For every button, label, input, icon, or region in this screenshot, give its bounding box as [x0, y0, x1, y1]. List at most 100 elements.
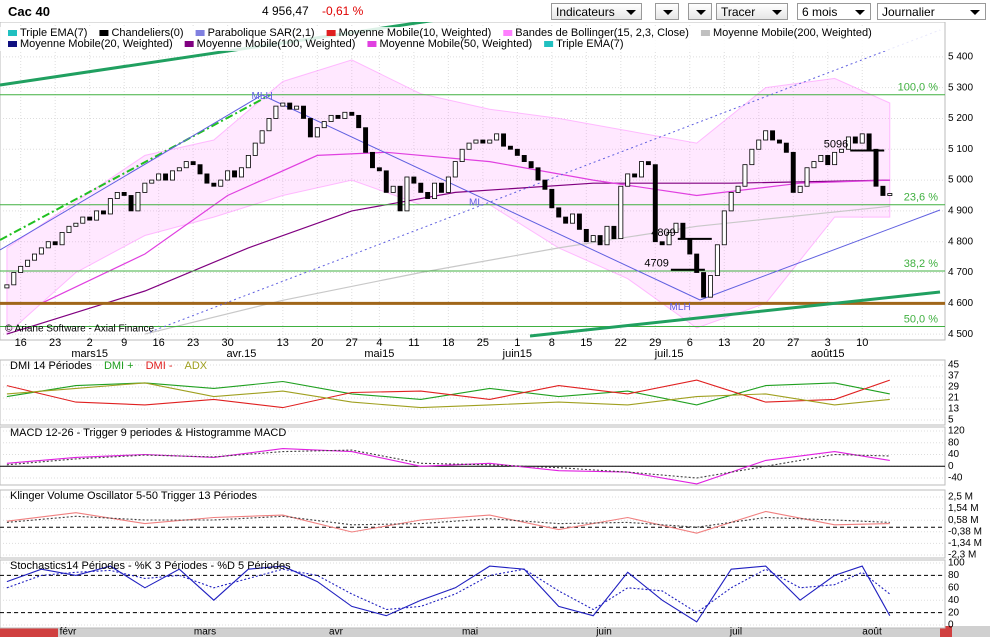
candle — [390, 185, 396, 193]
candle — [728, 192, 734, 212]
legend-swatch — [8, 41, 17, 47]
panel — [0, 489, 946, 559]
fibonacci-label: 50,0 % — [904, 313, 938, 325]
interval-select[interactable]: Journalier — [877, 3, 986, 20]
candle — [652, 164, 658, 243]
series-line — [6, 568, 891, 614]
candle — [45, 241, 51, 249]
candle — [404, 176, 410, 212]
candle — [542, 179, 548, 190]
candle — [776, 139, 782, 144]
candle — [749, 148, 755, 166]
line-tool[interactable] — [655, 3, 679, 20]
candle — [556, 207, 562, 218]
candle — [149, 179, 155, 184]
credit: © Ariane Software - Axial Finance — [5, 324, 155, 335]
x-tick-label: 10 — [856, 337, 868, 349]
candle — [100, 210, 106, 215]
navigator-handle[interactable] — [940, 626, 952, 637]
y-tick-label: 4 600 — [948, 298, 973, 309]
candle — [107, 198, 113, 215]
candle — [680, 222, 686, 240]
x-month-label: juin15 — [502, 348, 532, 360]
panel-title: MACD 12-26 - Trigger 9 periodes & Histog… — [10, 427, 286, 439]
y-tick-label: 5 000 — [948, 175, 973, 186]
candle — [694, 253, 700, 273]
candle — [832, 151, 838, 166]
legend-swatch — [184, 41, 194, 47]
y-tick-label: 80 — [948, 570, 960, 581]
candle — [307, 118, 313, 138]
candle — [156, 173, 162, 181]
x-tick-label: 16 — [15, 337, 27, 349]
candle — [804, 167, 810, 187]
series-line — [6, 565, 891, 623]
candle — [32, 253, 37, 261]
candle — [363, 127, 369, 153]
legend-swatch — [544, 41, 554, 47]
y-tick-label: 21 — [948, 393, 960, 404]
y-tick-label: 20 — [948, 607, 960, 618]
candle — [4, 284, 10, 289]
candle — [314, 127, 320, 138]
y-tick-label: 4 800 — [948, 236, 973, 247]
period-select[interactable]: 6 mois — [797, 3, 871, 20]
y-tick-label: 60 — [948, 582, 960, 593]
y-tick-label: 4 900 — [948, 206, 973, 217]
y-tick-label: 45 — [948, 360, 960, 371]
y-tick-label: 29 — [948, 382, 960, 393]
panel-title: Klinger Volume Oscillator 5-50 Trigger 1… — [10, 490, 258, 502]
pitchfork-label: MLH — [252, 91, 273, 102]
x-tick-label: 6 — [687, 337, 693, 349]
draw-menu[interactable]: Tracer — [716, 3, 788, 20]
legend-swatch — [8, 30, 17, 36]
candle — [321, 121, 327, 129]
candle — [673, 222, 679, 233]
legend-label: Parabolique SAR(2,1) — [208, 27, 315, 39]
fibonacci-label: 23,6 % — [904, 192, 938, 204]
candle — [459, 148, 465, 162]
legend-label: Moyenne Mobile(10, Weighted) — [339, 27, 492, 39]
y-tick-label: 120 — [948, 426, 965, 437]
candle — [294, 105, 300, 110]
candle — [480, 139, 486, 144]
navigator-handle[interactable] — [0, 626, 58, 637]
candle — [597, 235, 603, 246]
candle — [438, 182, 444, 193]
y-tick-label: -2,3 M — [948, 550, 976, 561]
y-tick-label: 5 — [948, 415, 954, 426]
candle — [73, 222, 79, 227]
candle — [839, 148, 845, 153]
candle — [639, 161, 644, 178]
navigator-month: juil — [729, 627, 742, 637]
candle — [328, 114, 334, 122]
candle — [176, 167, 182, 172]
candle — [701, 272, 707, 298]
candle — [376, 167, 382, 172]
candle — [266, 118, 272, 132]
candle — [770, 130, 776, 141]
candle — [356, 114, 362, 129]
candle — [411, 176, 417, 184]
fibonacci-label: 38,2 % — [904, 258, 938, 270]
x-tick-label: 4 — [376, 337, 382, 349]
candle — [301, 105, 306, 119]
y-tick-label: 40 — [948, 595, 960, 606]
navigator-month: avr — [329, 627, 344, 637]
indicators-menu[interactable]: Indicateurs — [551, 3, 642, 20]
legend-label: DMI + — [104, 360, 134, 372]
legend-label: DMI - — [146, 360, 173, 372]
candle — [342, 111, 348, 119]
panel — [0, 22, 946, 341]
candle — [452, 161, 458, 178]
candle — [852, 136, 858, 144]
candle — [121, 192, 127, 196]
legend-label: Moyenne Mobile(100, Weighted) — [197, 38, 356, 50]
price-label: 4809 — [651, 227, 675, 239]
candle — [742, 164, 748, 187]
y-tick-label: 5 100 — [948, 144, 973, 155]
candle — [383, 170, 389, 193]
x-month-label: avr.15 — [226, 348, 256, 360]
erase-tool[interactable] — [688, 3, 712, 20]
navigator[interactable] — [0, 626, 990, 637]
